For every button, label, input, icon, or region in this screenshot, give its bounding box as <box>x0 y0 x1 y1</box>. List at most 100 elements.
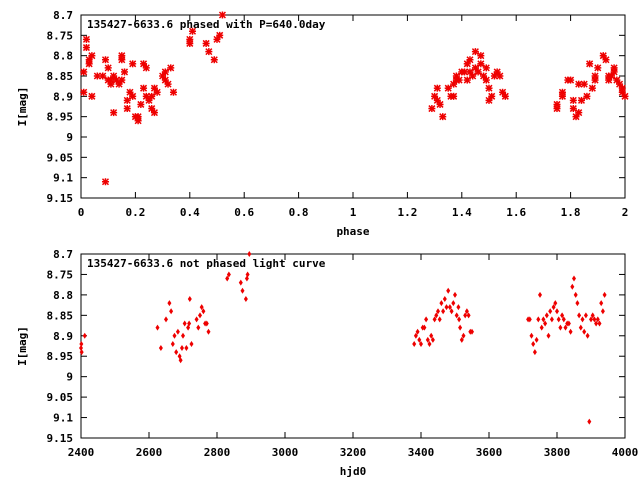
y-tick-label: 9.05 <box>47 391 74 404</box>
data-point <box>599 300 604 307</box>
unphased-light-curve-panel: 2400 2600 2800 3000 3200 3400 3600 3800 4000 8.7 8… <box>16 248 638 478</box>
data-point <box>129 92 137 100</box>
data-point <box>453 291 457 298</box>
data-point <box>120 68 129 76</box>
data-point <box>247 251 252 257</box>
data-point <box>621 92 629 100</box>
y-tick-label: 8.75 <box>47 29 74 42</box>
data-point <box>179 345 184 352</box>
y-tick-label: 8.95 <box>47 350 74 363</box>
data-point <box>591 72 599 80</box>
data-point <box>577 312 582 319</box>
data-point <box>531 340 536 347</box>
x-tick-label: 0.4 <box>180 206 200 219</box>
data-point <box>466 56 474 64</box>
data-point <box>428 105 436 113</box>
data-point <box>79 349 84 356</box>
data-point <box>451 300 456 307</box>
data-point <box>182 320 187 327</box>
data-point <box>188 27 197 35</box>
data-point <box>570 283 575 290</box>
data-point <box>583 92 591 100</box>
data-point <box>110 109 118 117</box>
data-point <box>597 320 602 327</box>
data-point <box>575 109 583 117</box>
data-point <box>118 56 126 64</box>
data-point <box>178 357 183 364</box>
data-point <box>82 35 90 43</box>
data-point <box>558 324 563 331</box>
data-point <box>225 275 230 282</box>
data-point <box>417 336 422 343</box>
data-point <box>585 332 590 339</box>
data-point <box>439 113 447 121</box>
data-point <box>553 105 561 113</box>
data-point <box>580 316 585 323</box>
x-tick-label: 3200 <box>340 446 367 459</box>
data-point <box>240 287 245 294</box>
data-point <box>238 279 243 286</box>
data-point <box>610 64 618 72</box>
data-point <box>150 109 158 117</box>
data-point <box>169 308 174 315</box>
x-tick-label: 3800 <box>544 446 571 459</box>
data-point <box>140 84 148 92</box>
data-point <box>142 64 150 72</box>
data-point <box>463 76 471 84</box>
y-tick-label: 8.9 <box>53 90 73 103</box>
data-point <box>578 324 583 331</box>
data-point <box>187 320 192 327</box>
data-point <box>82 44 90 52</box>
chart-title: 135427-6633.6 not phased light curve <box>87 257 326 270</box>
data-point <box>186 39 194 47</box>
data-point <box>245 271 250 278</box>
x-tick-label: 3600 <box>476 446 503 459</box>
data-point <box>590 312 595 319</box>
data-point <box>439 300 444 307</box>
x-tick-label: 1.6 <box>506 206 526 219</box>
y-tick-label: 8.8 <box>53 50 73 63</box>
y-tick-label: 9.15 <box>47 432 74 445</box>
data-point <box>477 52 485 60</box>
data-point <box>587 418 592 425</box>
data-point <box>561 316 566 323</box>
y-tick-label: 8.95 <box>47 111 74 124</box>
data-point <box>216 31 224 39</box>
data-point <box>455 76 463 84</box>
data-point <box>544 312 549 319</box>
data-point <box>551 304 556 311</box>
data-point <box>79 340 84 347</box>
data-point <box>556 316 561 323</box>
y-tick-label: 9.05 <box>47 151 74 164</box>
data-point <box>595 316 600 323</box>
data-point <box>532 349 537 356</box>
data-point <box>444 304 449 311</box>
data-point <box>474 68 482 76</box>
y-tick-label: 9.1 <box>53 412 73 425</box>
data-point <box>496 72 504 80</box>
data-point <box>536 316 541 323</box>
y-tick-label: 9.15 <box>47 192 74 205</box>
x-tick-label: 3400 <box>408 446 435 459</box>
data-point <box>184 345 189 352</box>
data-point <box>534 336 539 343</box>
data-point <box>464 308 469 315</box>
y-tick-label: 8.85 <box>47 70 74 83</box>
data-point <box>210 56 218 64</box>
data-point <box>164 316 168 323</box>
data-point <box>424 316 429 323</box>
x-tick-label: 0.8 <box>289 206 309 219</box>
data-point <box>553 300 558 307</box>
data-point <box>170 340 175 347</box>
data-point <box>466 312 471 319</box>
data-point <box>161 68 169 76</box>
x-tick-label: 0 <box>78 206 85 219</box>
data-point <box>205 48 213 56</box>
data-point <box>436 100 444 108</box>
data-point <box>583 312 588 319</box>
data-point <box>592 316 597 323</box>
data-point <box>167 64 175 72</box>
data-point <box>196 324 201 331</box>
data-point <box>463 312 468 319</box>
